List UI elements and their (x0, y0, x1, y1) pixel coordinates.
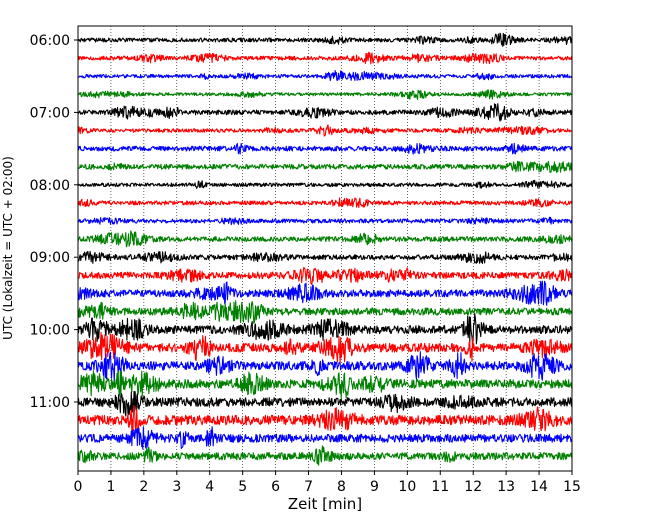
trace-row (77, 280, 573, 306)
y-tick-label: 07:00 (30, 105, 70, 121)
plot-frame (77, 25, 573, 472)
trace-row (77, 370, 573, 399)
x-tick-label: 15 (563, 479, 581, 495)
trace-row (77, 266, 573, 285)
trace-row (77, 312, 573, 345)
y-ticks-layer: 06:00 07:00 08:00 09:00 10:00 11:00 (30, 33, 78, 411)
trace-row (77, 103, 573, 122)
trace-row (77, 390, 573, 417)
y-axis-label: UTC (Lokalzeit = UTC + 02:00) (1, 156, 15, 340)
x-tick-label: 2 (139, 479, 148, 495)
trace-row (77, 404, 573, 432)
x-tick-label: 14 (530, 479, 548, 495)
trace-row (77, 300, 573, 324)
trace-row (77, 250, 573, 264)
x-tick-label: 7 (304, 479, 313, 495)
x-tick-label: 12 (464, 479, 482, 495)
y-tick-label: 08:00 (30, 178, 70, 194)
x-tick-label: 3 (172, 479, 181, 495)
plot-background (78, 26, 572, 471)
trace-row (77, 445, 573, 466)
x-tick-label: 13 (497, 479, 515, 495)
traces-layer (77, 32, 573, 466)
x-tick-label: 11 (431, 479, 449, 495)
trace-row (77, 51, 573, 65)
x-tick-label: 9 (370, 479, 379, 495)
trace-row (77, 426, 573, 450)
x-tick-label: 6 (271, 479, 280, 495)
x-tick-label: 8 (337, 479, 346, 495)
x-tick-label: 4 (205, 479, 214, 495)
y-tick-label: 09:00 (30, 250, 70, 266)
trace-row (77, 197, 573, 209)
trace-row (77, 142, 573, 155)
y-tick-label: 06:00 (30, 33, 70, 49)
trace-row (77, 160, 573, 173)
trace-row (77, 124, 573, 137)
grid-layer (110, 26, 540, 471)
trace-row (77, 32, 573, 47)
x-ticks-layer: 0 1 2 3 4 5 6 7 8 9 10 11 12 13 14 15 (74, 471, 581, 495)
trace-row (77, 351, 573, 384)
x-tick-label: 10 (398, 479, 416, 495)
trace-row (77, 70, 573, 82)
x-axis-label: Zeit [min] (288, 495, 362, 513)
x-tick-label: 1 (106, 479, 115, 495)
y-tick-label: 11:00 (30, 395, 70, 411)
trace-row (77, 230, 573, 248)
trace-row (77, 179, 573, 189)
trace-row (77, 216, 573, 226)
trace-row (77, 89, 573, 101)
y-tick-label: 10:00 (30, 323, 70, 339)
trace-row (77, 331, 573, 364)
x-tick-label: 0 (74, 479, 83, 495)
x-tick-label: 5 (238, 479, 247, 495)
